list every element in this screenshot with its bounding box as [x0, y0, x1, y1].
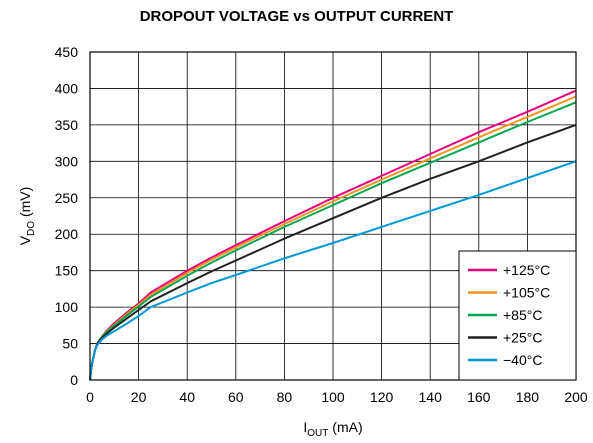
x-tick-label: 200 [564, 389, 588, 405]
y-axis-label-unit: (mV) [17, 187, 33, 221]
series-lines [89, 89, 577, 381]
legend-label: +105°C [503, 285, 550, 301]
legend: +125°C +105°C +85°C +25°C −40°C [458, 250, 577, 381]
x-tick-label: 20 [131, 389, 147, 405]
y-tick-label: 400 [55, 80, 79, 96]
x-tick-label: 160 [467, 389, 491, 405]
y-tick-label: 250 [55, 190, 79, 206]
x-tick-label: 120 [370, 389, 394, 405]
x-tick-label: 180 [516, 389, 540, 405]
plot-frame [89, 51, 577, 381]
x-axis-label-unit: (mA) [328, 419, 362, 435]
y-tick-label: 200 [55, 226, 79, 242]
x-axis-label: IOUT (mA) [303, 419, 362, 439]
x-tick-label: 60 [228, 389, 244, 405]
y-tick-label: 0 [70, 372, 78, 388]
tick-labels: 0 20 40 60 80 100 120 140 160 180 200 0 50 100 150 200 2… [55, 44, 588, 405]
x-tick-label: 40 [179, 389, 195, 405]
x-axis-label-main: I [303, 419, 307, 435]
x-tick-label: 0 [86, 389, 94, 405]
x-axis-label-sub: OUT [307, 428, 328, 439]
legend-label: +85°C [503, 307, 542, 323]
y-tick-label: 100 [55, 299, 79, 315]
y-tick-label: 450 [55, 44, 79, 60]
y-axis-label-sub: DO [26, 221, 37, 236]
x-tick-label: 100 [321, 389, 345, 405]
y-tick-label: 150 [55, 263, 79, 279]
y-axis-label-main: V [17, 235, 33, 245]
legend-label: −40°C [503, 352, 542, 368]
y-axis-label: VDO (mV) [17, 187, 37, 246]
legend-label: +25°C [503, 330, 542, 346]
x-tick-label: 80 [277, 389, 293, 405]
series-line-4 [89, 160, 577, 381]
y-tick-label: 300 [55, 153, 79, 169]
x-tick-label: 140 [419, 389, 443, 405]
y-tick-label: 50 [62, 336, 78, 352]
chart-title: DROPOUT VOLTAGE vs OUTPUT CURRENT [139, 8, 454, 25]
y-tick-label: 350 [55, 117, 79, 133]
legend-label: +125°C [503, 262, 550, 278]
